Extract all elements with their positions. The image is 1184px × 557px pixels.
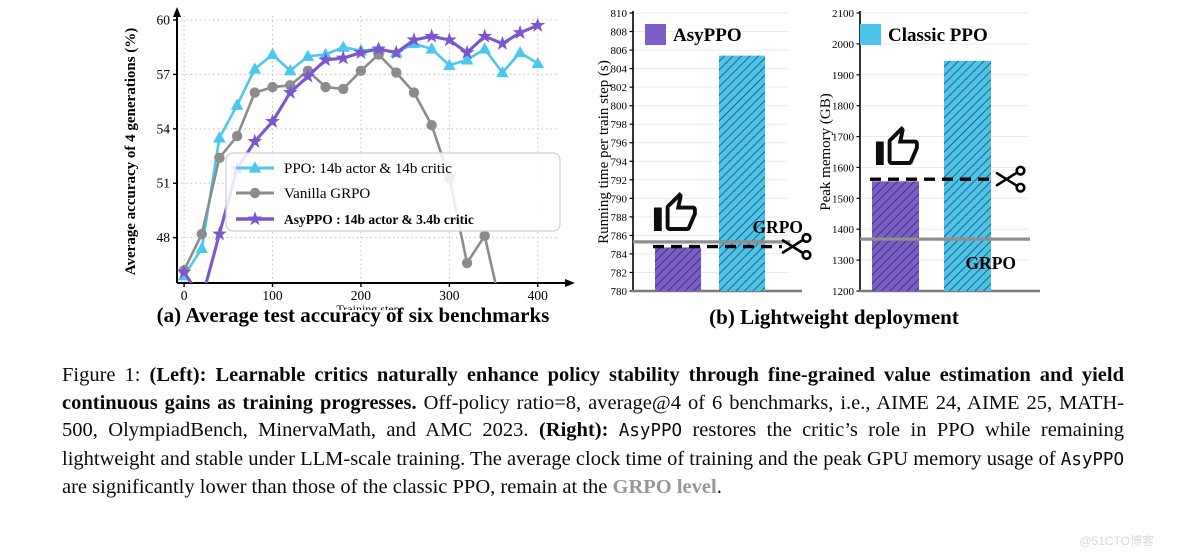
bar-asyppo xyxy=(655,247,701,291)
svg-text:802: 802 xyxy=(611,82,628,94)
thumbs-up-icon xyxy=(653,191,697,231)
caption-segment: . xyxy=(716,476,722,498)
scissors-icon xyxy=(995,165,1026,193)
caption-segment: Off-policy ratio=8, average@4 of 6 bench… xyxy=(62,391,1124,442)
svg-text:790: 790 xyxy=(611,193,628,205)
svg-text:Classic PPO: Classic PPO xyxy=(888,25,988,46)
y-axis-label: Running time per train step (s) xyxy=(596,60,612,244)
svg-text:AsyPPO : 14b actor & 3.4b cri: AsyPPO : 14b actor & 3.4b critic xyxy=(284,212,474,227)
svg-text:782: 782 xyxy=(611,267,628,279)
watermark: @51CTO博客 xyxy=(1079,534,1154,548)
svg-text:804: 804 xyxy=(611,64,628,76)
caption-segment: GRPO level xyxy=(612,476,717,498)
svg-text:1600: 1600 xyxy=(832,162,855,174)
svg-text:792: 792 xyxy=(611,175,628,187)
caption-segment: Figure 1: xyxy=(62,364,150,386)
subcaption-b: (b) Lightweight deployment xyxy=(709,305,959,329)
caption-segment: AsyPPO xyxy=(618,421,683,441)
svg-text:1500: 1500 xyxy=(832,193,855,205)
caption-segment: AsyPPO xyxy=(1060,449,1124,470)
svg-text:200: 200 xyxy=(351,288,372,303)
y-axis-label: Average accuracy of 4 generations (%) xyxy=(123,28,139,276)
svg-text:400: 400 xyxy=(528,288,549,303)
legend: Classic PPO xyxy=(860,24,988,46)
svg-text:60: 60 xyxy=(157,13,171,28)
svg-text:794: 794 xyxy=(611,156,628,168)
grid-lines xyxy=(177,16,559,283)
svg-text:1200: 1200 xyxy=(832,286,855,298)
thumbs-up-icon xyxy=(875,125,919,165)
running-time-bar-chart: 780 782 784 786 788 790 792 794 796 798 800 802 804 8… xyxy=(596,8,812,298)
bar-asyppo xyxy=(872,181,919,291)
svg-text:796: 796 xyxy=(611,138,628,150)
caption-segment: (Right): xyxy=(538,419,619,441)
grpo-label: GRPO xyxy=(965,253,1016,273)
svg-text:100: 100 xyxy=(262,288,283,303)
caption-segment: are significantly lower than those of th… xyxy=(62,476,613,498)
legend: AsyPPO xyxy=(645,24,742,46)
svg-text:786: 786 xyxy=(611,230,628,242)
svg-text:1700: 1700 xyxy=(832,132,855,144)
svg-text:Vanilla GRPO: Vanilla GRPO xyxy=(284,186,370,202)
svg-text:800: 800 xyxy=(611,101,628,113)
svg-text:1300: 1300 xyxy=(832,255,855,267)
svg-text:788: 788 xyxy=(611,212,628,224)
svg-text:300: 300 xyxy=(439,288,460,303)
svg-text:57: 57 xyxy=(157,67,171,82)
bar-classic-ppo xyxy=(944,60,991,291)
svg-text:1800: 1800 xyxy=(832,101,855,113)
caption-segment: restores the critic’s role in PPO while … xyxy=(62,419,1124,470)
figure-caption: Figure 1: (Left): Learnable critics natu… xyxy=(62,362,1124,502)
subcaption-a: (a) Average test accuracy of six benchma… xyxy=(156,303,550,327)
svg-text:PPO: 14b actor & 14b critic: PPO: 14b actor & 14b critic xyxy=(284,161,452,177)
svg-text:806: 806 xyxy=(611,45,628,57)
svg-text:808: 808 xyxy=(611,27,628,39)
svg-text:48: 48 xyxy=(157,230,171,245)
svg-text:1400: 1400 xyxy=(832,224,855,236)
svg-text:51: 51 xyxy=(157,176,171,191)
svg-text:1900: 1900 xyxy=(832,70,855,82)
svg-text:54: 54 xyxy=(157,121,171,136)
svg-text:780: 780 xyxy=(611,286,628,298)
svg-text:2100: 2100 xyxy=(832,8,855,20)
bar-classic-ppo xyxy=(719,55,765,292)
svg-text:2000: 2000 xyxy=(832,39,855,51)
grpo-label: GRPO xyxy=(752,217,803,237)
axes: 780 782 784 786 788 790 792 794 796 798 800 802 804 8… xyxy=(596,8,802,298)
svg-text:810: 810 xyxy=(611,8,628,20)
x-axis-label: Training step xyxy=(336,302,399,310)
y-axis-label: Peak memory (GB) xyxy=(818,93,834,210)
svg-text:AsyPPO: AsyPPO xyxy=(673,25,742,46)
svg-text:784: 784 xyxy=(611,249,628,261)
caption-segment: (Left): Learnable critics naturally enha… xyxy=(62,364,1125,414)
peak-memory-bar-chart: 1200 1300 1400 1500 1600 1700 1800 1900 2000 2100… xyxy=(818,8,1040,298)
legend: PPO: 14b actor & 14b critic Vanilla GRPO A… xyxy=(225,152,561,232)
svg-text:0: 0 xyxy=(181,288,188,303)
scissors-icon xyxy=(781,232,812,261)
svg-text:798: 798 xyxy=(611,119,628,131)
axes: 48 51 54 57 60 0 100 200 300 400 Training step Aver… xyxy=(123,7,575,310)
accuracy-line-chart: 48 51 54 57 60 0 100 200 300 400 Training step Aver… xyxy=(123,7,575,310)
